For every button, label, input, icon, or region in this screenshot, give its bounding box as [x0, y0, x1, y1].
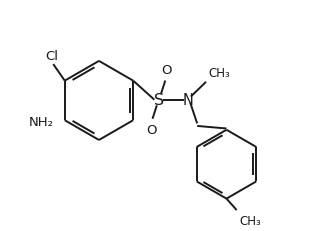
Text: O: O — [161, 64, 172, 77]
Text: S: S — [154, 93, 164, 108]
Text: CH₃: CH₃ — [239, 214, 261, 227]
Text: CH₃: CH₃ — [209, 67, 230, 80]
Text: Cl: Cl — [46, 50, 58, 63]
Text: O: O — [146, 123, 156, 136]
Text: N: N — [183, 93, 194, 108]
Text: NH₂: NH₂ — [28, 116, 53, 128]
